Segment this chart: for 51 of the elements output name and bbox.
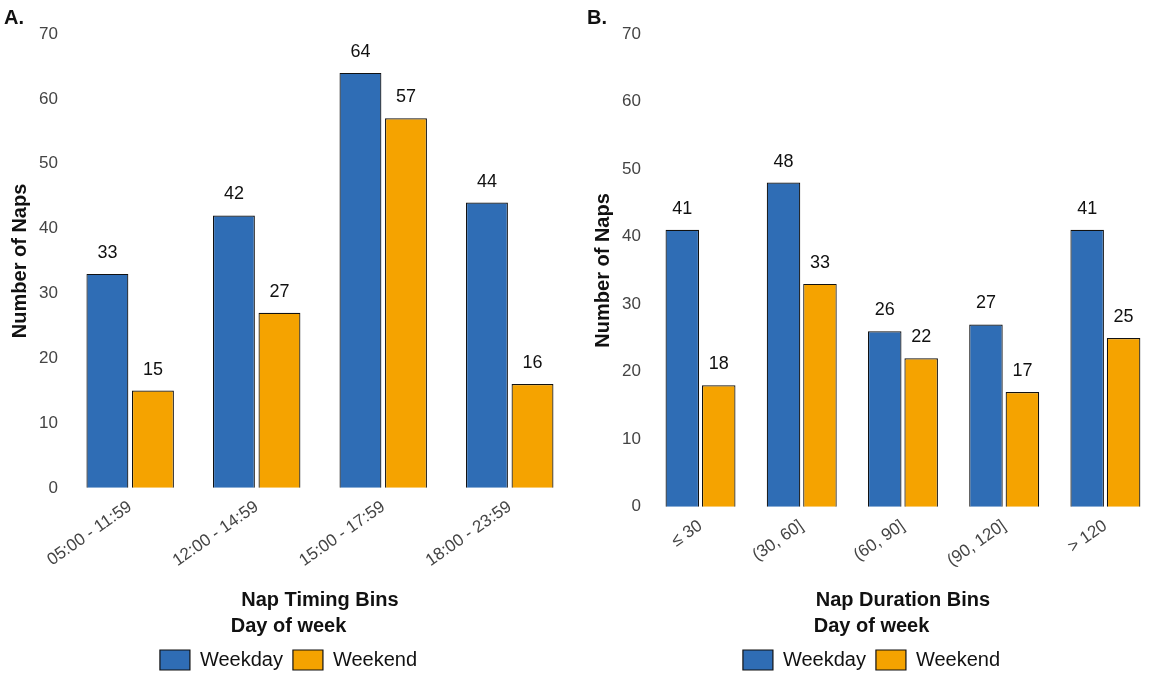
legend-label: Weekday [782, 647, 866, 670]
y-axis-title: Number of Naps [590, 193, 613, 348]
y-tick-label: 60 [38, 88, 58, 108]
data-label: 17 [1012, 359, 1033, 380]
data-label: 44 [476, 170, 497, 191]
chart-title: B. [587, 5, 607, 28]
data-label: 57 [395, 86, 417, 107]
legend-label: Weekend [332, 647, 418, 670]
x-axis-title: Nap Duration Bins [815, 587, 991, 610]
legend-label: Weekday [199, 647, 283, 670]
y-tick-label: 70 [621, 23, 641, 43]
y-tick-label: 40 [38, 218, 58, 238]
x-tick-label: (30, 60] [748, 515, 807, 565]
data-label: 18 [708, 353, 729, 374]
data-label: 27 [975, 292, 996, 313]
y-tick-label: 40 [621, 226, 641, 246]
data-label: 25 [1113, 305, 1134, 326]
data-label: 26 [874, 299, 895, 320]
data-label: 48 [773, 150, 794, 171]
y-axis-title: Number of Naps [7, 183, 30, 339]
data-label: 15 [142, 358, 163, 379]
y-tick-label: 0 [48, 477, 58, 497]
y-tick-label: 20 [38, 347, 58, 367]
chart-title: A. [4, 5, 24, 28]
data-label: 41 [1077, 197, 1098, 218]
x-axis-title: Nap Timing Bins [241, 587, 399, 610]
x-tick-label: ≤ 30 [667, 515, 706, 551]
y-tick-label: 50 [38, 153, 58, 173]
x-tick-label: > 120 [1064, 515, 1111, 556]
y-tick-label: 0 [631, 496, 641, 516]
y-tick-label: 70 [38, 23, 58, 43]
data-label: 27 [269, 280, 290, 301]
legend-title: Day of week [230, 613, 348, 636]
data-label: 33 [809, 251, 830, 272]
data-label: 41 [672, 197, 693, 218]
y-tick-label: 10 [621, 428, 641, 448]
x-tick-label: (60, 90] [849, 515, 908, 565]
y-tick-label: 30 [621, 293, 641, 313]
data-label: 64 [350, 40, 371, 61]
y-tick-label: 50 [621, 158, 641, 178]
x-tick-label: (90, 120] [943, 515, 1010, 570]
y-tick-label: 30 [38, 283, 58, 303]
y-tick-label: 60 [621, 91, 641, 111]
legend-label: Weekend [915, 647, 1001, 670]
y-tick-label: 20 [621, 361, 641, 381]
y-tick-label: 10 [38, 412, 58, 432]
data-label: 22 [911, 326, 932, 347]
data-label: 16 [522, 352, 543, 373]
data-label: 42 [223, 183, 244, 204]
legend-title: Day of week [813, 613, 931, 636]
data-label: 33 [97, 241, 118, 262]
